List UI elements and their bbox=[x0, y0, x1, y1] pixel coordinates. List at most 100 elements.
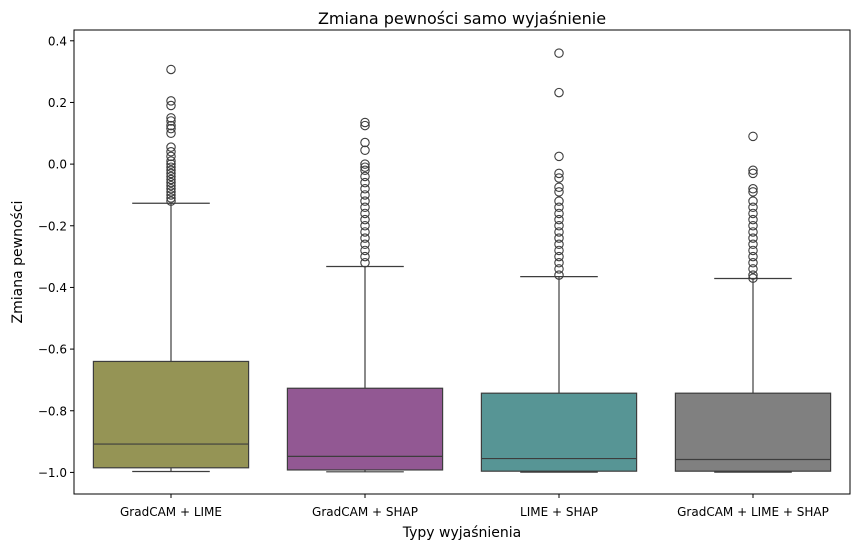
outlier-point bbox=[748, 208, 758, 219]
outlier-point bbox=[166, 116, 176, 126]
outlier-point bbox=[748, 202, 758, 213]
outlier-point bbox=[166, 196, 176, 206]
box-group bbox=[674, 131, 832, 473]
outlier-point bbox=[748, 184, 758, 194]
outlier-point bbox=[166, 142, 176, 152]
x-axis: GradCAM + LIME GradCAM + SHAP LIME + SHAP G… bbox=[120, 494, 829, 519]
outlier-point bbox=[360, 202, 370, 213]
outlier-point bbox=[166, 190, 176, 200]
outlier-point bbox=[360, 214, 370, 225]
box-group bbox=[286, 117, 444, 473]
outlier-point bbox=[166, 162, 176, 172]
outlier-point bbox=[554, 270, 564, 280]
box-group bbox=[480, 48, 638, 473]
outlier-point bbox=[748, 187, 758, 197]
outlier-point bbox=[748, 258, 758, 268]
outlier-point bbox=[360, 145, 370, 155]
outlier-point bbox=[166, 184, 176, 194]
iqr-box bbox=[286, 387, 444, 471]
x-tick-label: LIME + SHAP bbox=[520, 505, 598, 519]
outlier-point bbox=[360, 165, 370, 176]
outlier-point bbox=[554, 233, 564, 243]
outlier-point bbox=[360, 221, 370, 231]
outlier-point bbox=[554, 187, 564, 197]
y-tick-label: 0.4 bbox=[48, 34, 67, 48]
outlier-point bbox=[554, 239, 564, 250]
outlier-point bbox=[166, 147, 176, 157]
y-tick-label: 0.0 bbox=[48, 158, 67, 172]
outlier-point bbox=[360, 239, 370, 250]
box-group bbox=[92, 64, 250, 473]
outlier-point bbox=[360, 184, 370, 194]
y-tick-label: −0.4 bbox=[38, 281, 67, 295]
outlier-point bbox=[360, 245, 370, 256]
outlier-point bbox=[748, 233, 758, 243]
outlier-point bbox=[360, 208, 370, 219]
outlier-point bbox=[554, 168, 564, 179]
outlier-point bbox=[554, 202, 564, 213]
outlier-point bbox=[166, 171, 176, 182]
outlier-point bbox=[166, 159, 176, 169]
outlier-point bbox=[166, 156, 176, 166]
outlier-point bbox=[554, 245, 564, 256]
outlier-point bbox=[748, 221, 758, 231]
y-axis: −1.0 −0.8 −0.6 −0.4 −0.2 0.0 0.2 0.4 bbox=[38, 34, 74, 480]
outlier-point bbox=[360, 251, 370, 262]
y-tick-label: 0.2 bbox=[48, 96, 67, 110]
x-axis-label: Typy wyjaśnienia bbox=[402, 525, 522, 541]
outlier-point bbox=[166, 120, 176, 131]
plot-frame bbox=[73, 29, 851, 495]
outlier-point bbox=[554, 258, 564, 268]
outlier-point bbox=[166, 165, 176, 176]
outlier-point bbox=[748, 214, 758, 225]
outlier-point bbox=[748, 227, 758, 237]
outlier-point bbox=[360, 233, 370, 243]
outlier-point bbox=[748, 165, 758, 176]
outlier-point bbox=[166, 180, 176, 191]
boxes-layer bbox=[92, 48, 832, 473]
outlier-point bbox=[166, 193, 176, 203]
outlier-point bbox=[554, 173, 564, 183]
outlier-point bbox=[554, 227, 564, 237]
y-axis-label: Zmiana pewności bbox=[10, 201, 26, 324]
outlier-point bbox=[166, 96, 176, 106]
x-tick-label: GradCAM + LIME bbox=[120, 505, 222, 519]
chart-title: Zmiana pewności samo wyjaśnienie bbox=[318, 9, 606, 28]
outlier-point bbox=[554, 48, 564, 58]
outlier-point bbox=[554, 87, 564, 98]
x-tick-label: GradCAM + LIME + SHAP bbox=[677, 505, 829, 519]
outlier-point bbox=[360, 258, 370, 268]
outlier-point bbox=[748, 131, 758, 142]
outlier-point bbox=[360, 190, 370, 200]
outlier-point bbox=[360, 162, 370, 172]
outlier-point bbox=[554, 264, 564, 274]
outlier-point bbox=[554, 196, 564, 206]
x-tick-label: GradCAM + SHAP bbox=[312, 505, 418, 519]
outlier-point bbox=[554, 214, 564, 225]
outlier-point bbox=[166, 113, 176, 123]
outlier-point bbox=[166, 177, 176, 188]
outlier-point bbox=[748, 239, 758, 250]
outlier-point bbox=[360, 171, 370, 182]
iqr-box bbox=[92, 360, 250, 469]
y-tick-label: −0.2 bbox=[38, 219, 67, 233]
outlier-point bbox=[360, 159, 370, 169]
y-tick-label: −1.0 bbox=[38, 466, 67, 480]
outlier-point bbox=[554, 251, 564, 262]
outlier-point bbox=[554, 208, 564, 219]
outlier-point bbox=[166, 128, 176, 139]
outlier-point bbox=[360, 196, 370, 206]
outlier-point bbox=[748, 245, 758, 256]
outlier-point bbox=[360, 177, 370, 188]
outlier-point bbox=[554, 182, 564, 192]
outlier-point bbox=[748, 273, 758, 283]
y-tick-label: −0.6 bbox=[38, 343, 67, 357]
outlier-point bbox=[166, 123, 176, 134]
outlier-point bbox=[748, 264, 758, 274]
outlier-point bbox=[360, 117, 370, 128]
outlier-point bbox=[360, 137, 370, 148]
outlier-point bbox=[360, 227, 370, 237]
outlier-point bbox=[554, 221, 564, 231]
outlier-point bbox=[166, 151, 176, 162]
